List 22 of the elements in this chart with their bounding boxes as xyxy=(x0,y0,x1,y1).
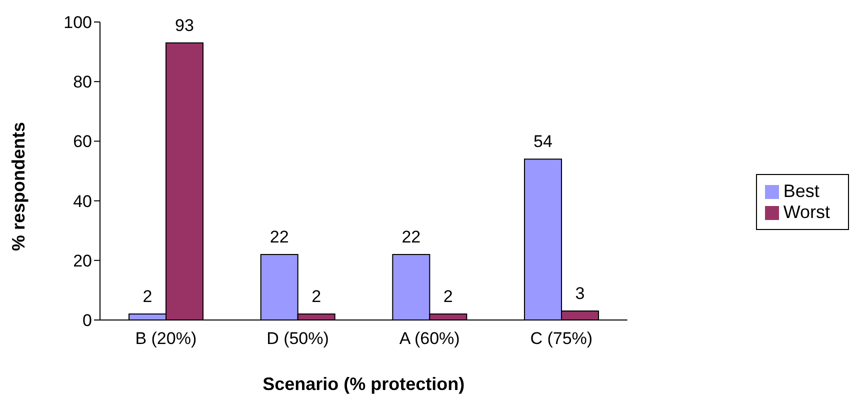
y-tick-label: 80 xyxy=(73,72,92,92)
y-tick-label: 60 xyxy=(73,132,92,152)
legend-label: Worst xyxy=(783,202,830,222)
data-label: 93 xyxy=(175,16,194,35)
data-label: 22 xyxy=(270,227,289,246)
y-axis-title: % respondents xyxy=(8,122,28,251)
y-tick-label: 100 xyxy=(64,13,92,32)
data-label: 54 xyxy=(534,132,552,152)
y-tick-label: 0 xyxy=(82,311,92,330)
x-tick-label: A (60%) xyxy=(399,329,460,348)
x-tick-label: B (20%) xyxy=(135,329,197,348)
y-tick-label: 40 xyxy=(73,192,92,211)
data-label: 2 xyxy=(142,287,152,306)
x-axis-title: Scenario (% protection) xyxy=(262,374,465,394)
data-label: 2 xyxy=(443,287,453,306)
x-tick-label: C (75%) xyxy=(530,329,593,348)
legend-label: Best xyxy=(783,181,820,201)
data-label: 22 xyxy=(402,227,421,246)
y-tick-label: 20 xyxy=(73,251,92,270)
x-tick-label: D (50%) xyxy=(266,329,329,348)
data-label: 3 xyxy=(575,284,585,304)
data-label: 2 xyxy=(312,287,322,306)
